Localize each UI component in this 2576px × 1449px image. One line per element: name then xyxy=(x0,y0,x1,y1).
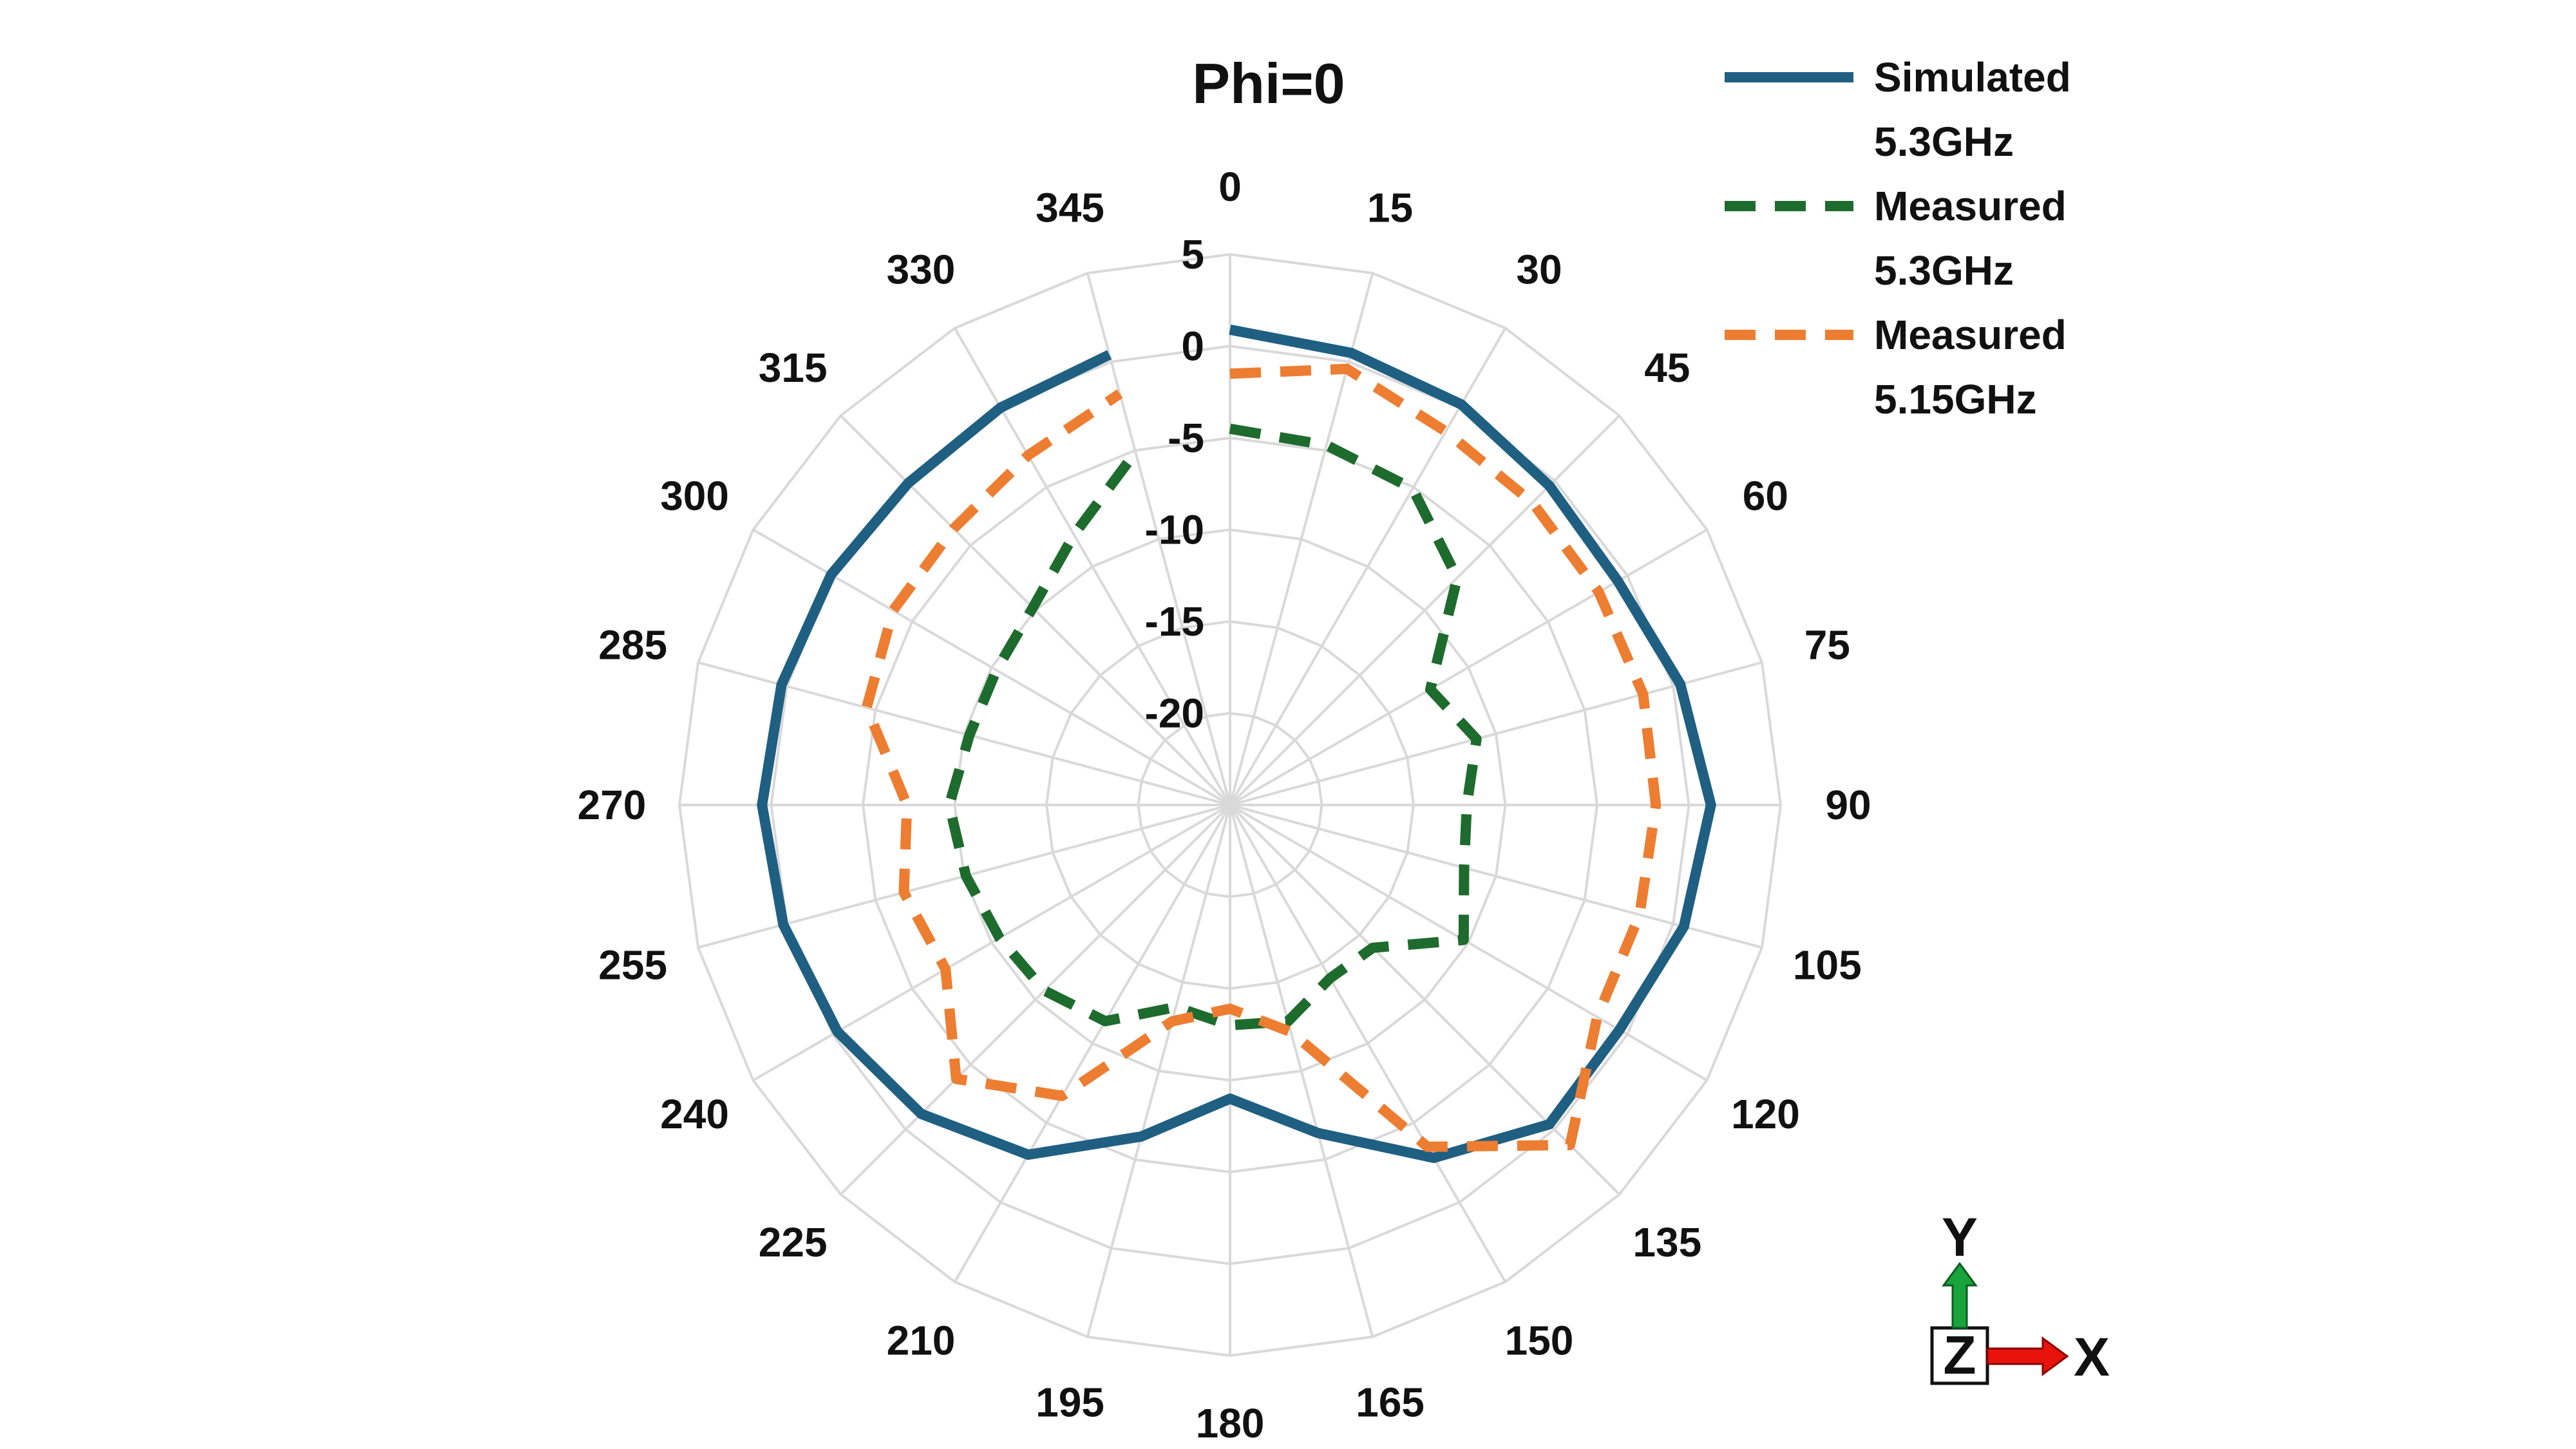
angle-tick-label: 135 xyxy=(1633,1219,1701,1265)
angle-tick-label: 105 xyxy=(1793,942,1862,989)
angle-tick-label: 195 xyxy=(1036,1379,1104,1425)
grid-spoke xyxy=(1229,804,1621,1196)
radial-tick-label: -10 xyxy=(1145,507,1205,553)
x-axis-label: X xyxy=(2074,1327,2110,1387)
angle-tick-label: 285 xyxy=(598,622,667,668)
series-line-2 xyxy=(944,423,1482,1030)
angle-tick-label: 120 xyxy=(1731,1091,1800,1137)
angle-tick-label: 150 xyxy=(1505,1317,1574,1363)
angle-tick-label: 30 xyxy=(1516,247,1562,293)
angle-tick-label: 75 xyxy=(1804,622,1850,668)
angle-tick-label: 60 xyxy=(1743,473,1788,519)
grid-spoke xyxy=(1229,327,1507,806)
angle-tick-label: 330 xyxy=(887,247,956,293)
angle-tick-label: 45 xyxy=(1644,345,1690,391)
grid-spoke xyxy=(1229,414,1621,806)
series-line-1 xyxy=(757,325,1716,1163)
grid-spoke xyxy=(752,528,1231,806)
angle-tick-labels: 0 15 30 45 60 75 90 105 120 135 150 165 180 195 210 225… xyxy=(578,164,1871,1446)
grid-spoke xyxy=(1086,804,1231,1338)
series-line-3 xyxy=(861,363,1662,1152)
legend-label-3: Measured xyxy=(1874,312,2067,358)
grid-spoke xyxy=(1229,528,1708,806)
radial-tick-label: -5 xyxy=(1168,415,1204,461)
radial-tick-labels: 5 0 -5 -10 -15 -20 xyxy=(1145,231,1205,737)
grid-spoke xyxy=(1229,804,1507,1283)
grid-spoke xyxy=(1229,804,1374,1338)
polar-grid xyxy=(677,252,1783,1358)
angle-tick-label: 240 xyxy=(660,1091,729,1137)
grid-spoke xyxy=(1086,272,1231,806)
legend: Simulated 5.3GHz Measured 5.3GHz Measured 5.1… xyxy=(1725,54,2071,422)
radial-tick-label: -20 xyxy=(1145,690,1205,737)
grid-spoke xyxy=(697,661,1231,806)
legend-label-1: Simulated xyxy=(1874,54,2071,100)
grid-spoke xyxy=(1229,661,1763,806)
angle-tick-label: 210 xyxy=(887,1317,956,1363)
angle-tick-label: 225 xyxy=(759,1219,828,1265)
angle-tick-label: 315 xyxy=(759,345,828,391)
z-axis-label: Z xyxy=(1943,1325,1976,1385)
radial-tick-label: 5 xyxy=(1181,231,1204,278)
angle-tick-label: 345 xyxy=(1036,185,1104,231)
chart-title: Phi=0 xyxy=(1192,52,1345,115)
series-layer xyxy=(757,325,1716,1163)
angle-tick-label: 0 xyxy=(1218,164,1242,210)
legend-label-3: 5.15GHz xyxy=(1874,376,2037,422)
grid-spoke xyxy=(752,804,1231,1082)
angle-tick-label: 165 xyxy=(1356,1379,1425,1425)
angle-tick-label: 270 xyxy=(578,782,647,828)
angle-tick-label: 180 xyxy=(1196,1400,1265,1446)
angle-tick-label: 255 xyxy=(598,942,667,989)
angle-tick-label: 300 xyxy=(660,473,729,519)
radial-tick-label: 0 xyxy=(1181,323,1204,370)
legend-label-1: 5.3GHz xyxy=(1874,118,2014,165)
grid-spoke xyxy=(1229,272,1374,806)
grid-spoke xyxy=(839,804,1231,1196)
y-axis-label: Y xyxy=(1942,1207,1978,1267)
x-axis-arrow-icon xyxy=(1986,1336,2069,1376)
legend-label-2: 5.3GHz xyxy=(1874,247,2014,294)
legend-label-2: Measured xyxy=(1874,183,2067,229)
angle-tick-label: 15 xyxy=(1367,185,1413,231)
coordinate-axis-indicator: Z Y X xyxy=(1930,1207,2110,1387)
grid-spoke xyxy=(1229,804,1763,949)
y-axis-arrow-icon xyxy=(1942,1262,1978,1329)
grid-spoke xyxy=(953,804,1231,1283)
grid-spoke xyxy=(1229,804,1708,1082)
radial-tick-label: -15 xyxy=(1145,598,1205,645)
angle-tick-label: 90 xyxy=(1825,782,1871,828)
